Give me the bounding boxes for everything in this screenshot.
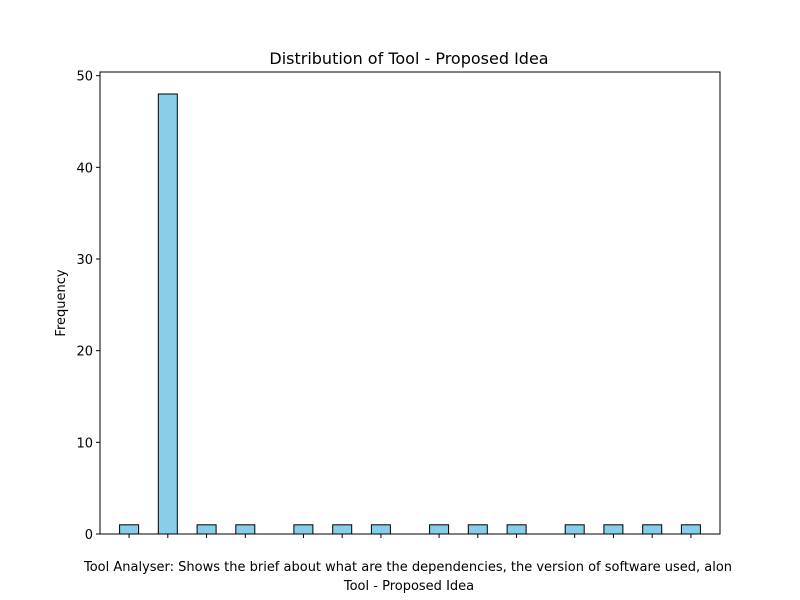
histogram-bar	[196, 524, 217, 535]
histogram-bar	[467, 524, 488, 535]
histogram-bar	[506, 524, 527, 535]
y-axis: 0 10 20 30 40 50	[76, 70, 100, 543]
y-tick-label: 40	[76, 161, 93, 176]
y-tick-label: 0	[85, 528, 93, 543]
chart-title: Distribution of Tool - Proposed Idea	[269, 49, 548, 68]
x-overflow-label: Tool Analyser: Shows the brief about wha…	[83, 560, 732, 575]
histogram-bar	[603, 524, 624, 535]
histogram-bar	[370, 524, 391, 535]
y-tick-label: 50	[76, 70, 93, 85]
y-tick-label: 20	[76, 345, 93, 360]
histogram-bar	[293, 524, 314, 535]
plot-frame	[99, 71, 721, 535]
histogram-bar	[642, 524, 663, 535]
histogram-bar	[564, 524, 585, 535]
y-axis-label: Frequency	[54, 269, 69, 336]
histogram-bar	[235, 524, 256, 535]
x-axis	[128, 534, 692, 538]
histogram-bar	[429, 524, 450, 535]
y-tick-label: 10	[76, 436, 93, 451]
histogram-bar	[157, 93, 178, 535]
histogram-bar	[119, 524, 140, 535]
x-axis-label: Tool - Proposed Idea	[343, 579, 474, 594]
y-tick-label: 30	[76, 253, 93, 268]
histogram-bar	[680, 524, 701, 535]
histogram-bar	[332, 524, 353, 535]
